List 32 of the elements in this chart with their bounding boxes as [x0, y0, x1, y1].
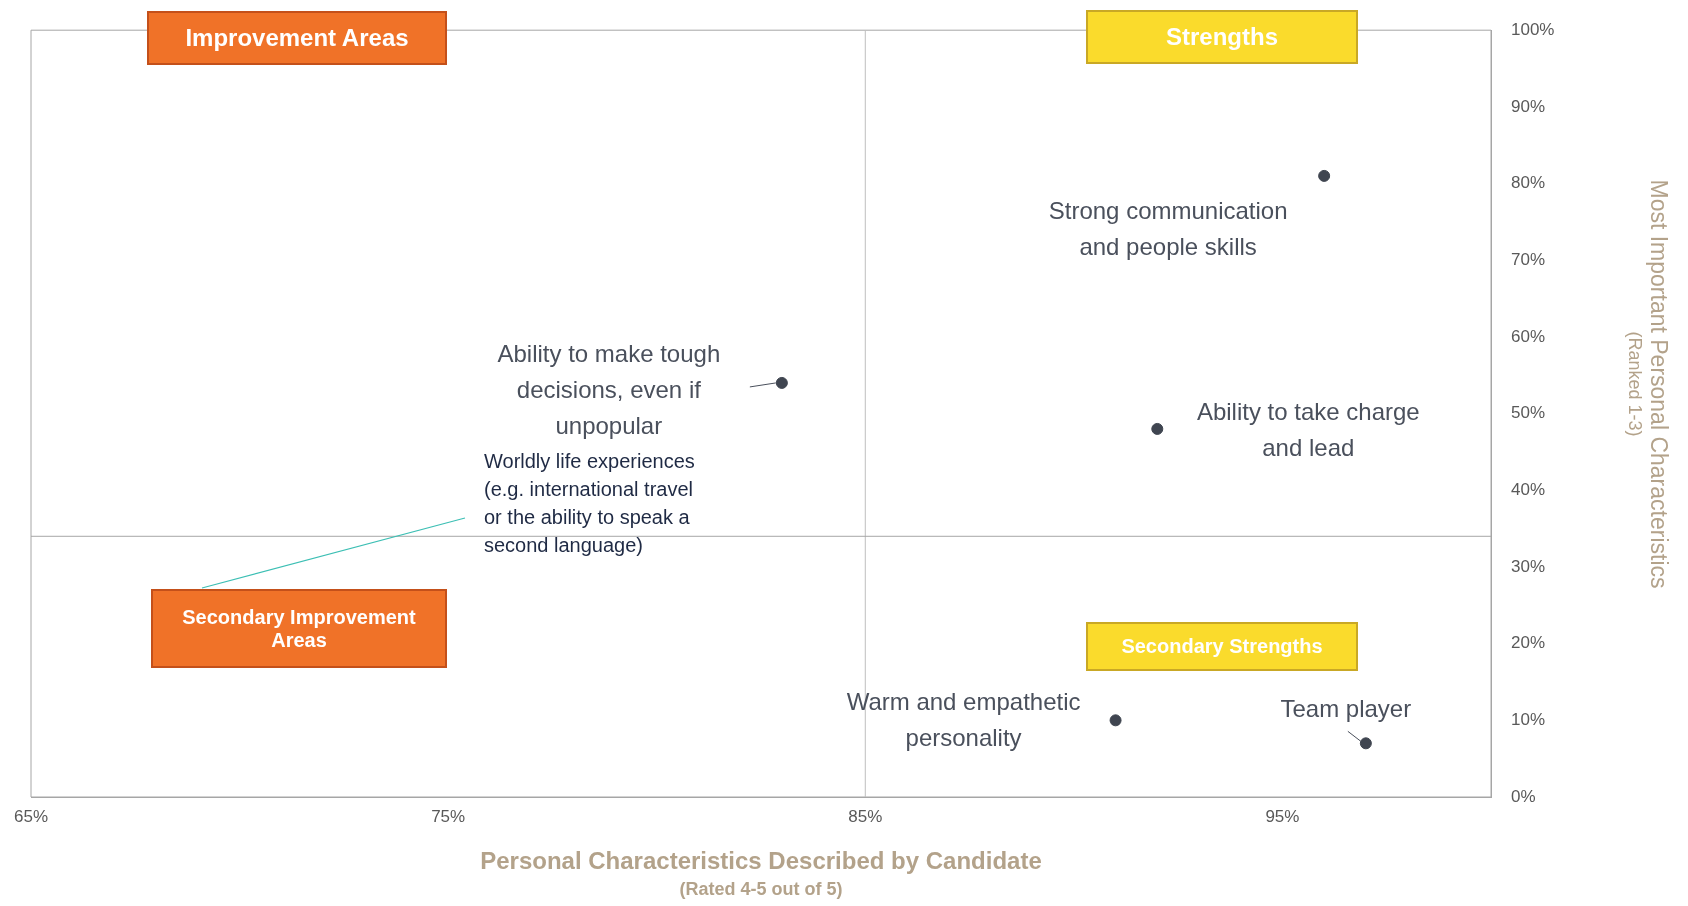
point: [1359, 737, 1372, 750]
annotation: Warm and empathetic personality: [845, 687, 1082, 754]
point: [1151, 422, 1164, 435]
quadrant-tag: Strengths: [1086, 10, 1358, 64]
y-tick-label: 60%: [1511, 326, 1546, 346]
y-tick-label: 100%: [1511, 19, 1555, 39]
y-tick-label: 70%: [1511, 249, 1546, 269]
annotation: Worldly life experiences (e.g. international travel or the ability to speak a second language): [484, 449, 696, 558]
x-tick-label: 75%: [431, 806, 466, 826]
y-tick-label: 30%: [1511, 556, 1546, 576]
quadrant-tag: Improvement Areas: [147, 11, 447, 65]
quadrant-tag: Secondary Improvement Areas: [151, 589, 447, 668]
x-tick-label: 95%: [1265, 806, 1300, 826]
y-tick-label: 0%: [1511, 786, 1536, 806]
y-axis-title: Most Important Personal Characteristics (Ranked 1-3): [1624, 178, 1672, 591]
annotation: Strong communication and people skills: [1047, 195, 1289, 262]
y-tick-label: 10%: [1511, 710, 1546, 730]
y-tick-label: 40%: [1511, 479, 1546, 499]
y-tick-label: 50%: [1511, 403, 1546, 423]
point: [1318, 169, 1331, 182]
x-tick-label: 65%: [13, 806, 49, 826]
point: [775, 376, 788, 389]
x-axis-title: Personal Characteristics Described by Candidate (Rated 4-5 out of 5): [479, 847, 1043, 900]
annotation: Ability to make tough decisions, even if unpopular: [496, 338, 722, 441]
y-tick-label: 90%: [1511, 96, 1546, 116]
annotation: Ability to take charge and lead: [1195, 396, 1421, 463]
quadrant-tag: Secondary Strengths: [1086, 622, 1358, 671]
annotation: Team player: [1279, 694, 1413, 725]
y-tick-label: 80%: [1511, 173, 1546, 193]
y-tick-label: 20%: [1511, 633, 1546, 653]
point: [1109, 714, 1122, 727]
x-tick-label: 85%: [848, 806, 883, 826]
